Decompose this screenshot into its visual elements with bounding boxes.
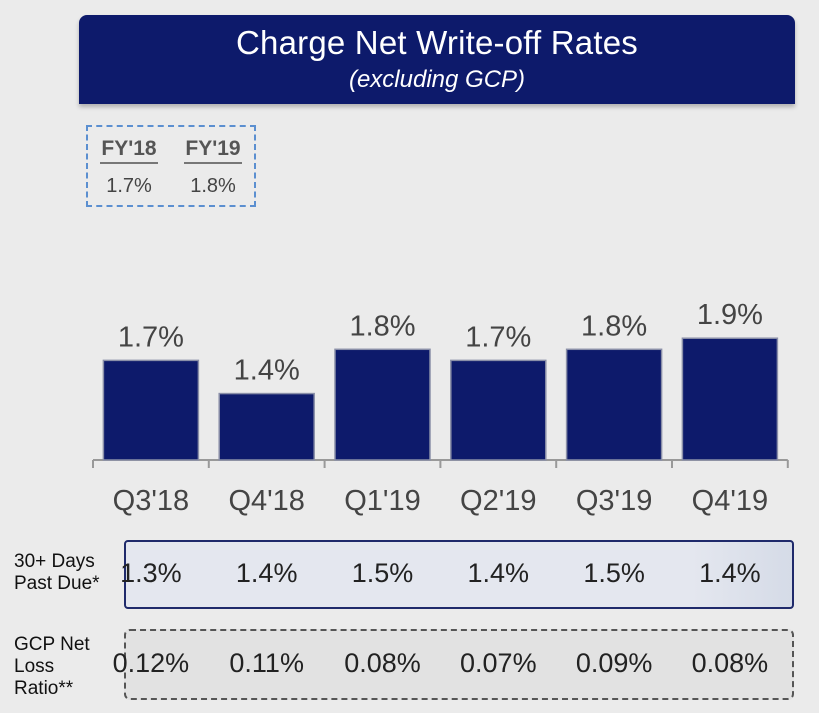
gcp-loss-value-0: 0.12% <box>112 648 190 678</box>
chart-subtitle: (excluding GCP) <box>348 66 526 93</box>
past-due-value-1: 1.4% <box>235 558 298 588</box>
bar-value-label-5: 1.9% <box>697 299 763 331</box>
bar-value-label-1: 1.4% <box>234 355 300 387</box>
fy18-label: FY'18 <box>101 137 157 160</box>
past-due-row <box>124 540 794 609</box>
fy18-underline <box>100 162 158 164</box>
gcp-loss-value-3: 0.07% <box>460 648 537 678</box>
bar-value-label-3: 1.7% <box>465 321 531 353</box>
gcp-loss-value-4: 0.09% <box>575 648 653 678</box>
bar-4 <box>565 348 663 461</box>
bar-2 <box>334 348 431 461</box>
fy19-summary: FY'19 1.8% <box>178 137 248 198</box>
fy18-value: 1.7% <box>106 175 152 197</box>
bar-value-label-2: 1.8% <box>349 310 415 342</box>
fiscal-year-summary: FY'18 1.7% FY'19 1.8% <box>86 125 256 207</box>
chart-title: Charge Net Write-off Rates <box>236 24 638 61</box>
past-due-value-5: 1.4% <box>699 558 761 588</box>
gcp-loss-row <box>124 629 794 700</box>
gcp-loss-value-5: 0.08% <box>691 648 769 678</box>
gcp-loss-value-2: 0.08% <box>344 648 421 678</box>
fy18-summary: FY'18 1.7% <box>94 137 164 198</box>
bar-chart: 1.7% Q3'18 1.4% Q4'18 1.8% Q1'19 1.7% Q2'19 1.8%… <box>92 299 789 517</box>
past-due-value-2: 1.5% <box>351 558 414 588</box>
past-due-value-4: 1.5% <box>583 558 645 588</box>
bar-value-label-4: 1.8% <box>581 310 647 342</box>
fy19-underline <box>184 162 242 164</box>
past-due-value-0: 1.3% <box>120 558 182 588</box>
gcp-loss-label: GCP Net Loss Ratio** <box>14 634 90 700</box>
bar-3 <box>450 359 547 461</box>
category-label-0: Q3'18 <box>113 485 189 517</box>
fy19-value: 1.8% <box>190 175 236 197</box>
category-label-1: Q4'18 <box>228 485 304 517</box>
bar-5 <box>681 337 779 461</box>
past-due-label: 30+ Days Past Due* <box>14 551 100 595</box>
bar-value-label-0: 1.7% <box>118 321 184 353</box>
category-label-3: Q2'19 <box>460 485 536 517</box>
category-label-4: Q3'19 <box>576 485 652 517</box>
past-due-value-3: 1.4% <box>467 558 530 588</box>
chart-header: Charge Net Write-off Rates (excluding GC… <box>79 15 795 104</box>
past-due-label-line1: 30+ Days <box>14 551 95 572</box>
category-label-5: Q4'19 <box>692 485 768 517</box>
gcp-label-line2: Loss <box>14 656 55 677</box>
gcp-label-line1: GCP Net <box>14 634 90 655</box>
bar-1 <box>218 392 315 461</box>
bar-0 <box>102 359 200 461</box>
category-label-2: Q1'19 <box>344 485 420 517</box>
gcp-loss-value-1: 0.11% <box>229 648 304 678</box>
gcp-label-line3: Ratio** <box>14 678 74 699</box>
fy19-label: FY'19 <box>185 137 241 160</box>
past-due-label-line2: Past Due* <box>14 573 100 594</box>
